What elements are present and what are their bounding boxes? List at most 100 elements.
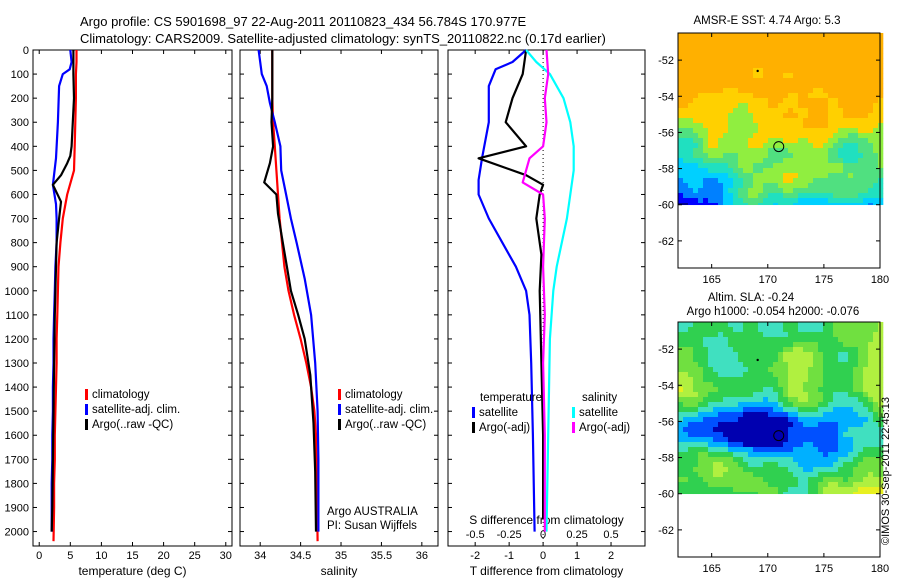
- heatmap-cell: [818, 83, 824, 89]
- heatmap-cell: [863, 337, 869, 343]
- heatmap-cell: [688, 53, 694, 59]
- heatmap-cell: [763, 417, 769, 423]
- heatmap-cell: [813, 427, 819, 433]
- heatmap-cell: [768, 342, 774, 348]
- heatmap-cell: [838, 342, 844, 348]
- heatmap-cell: [838, 38, 844, 44]
- heatmap-cell: [798, 447, 804, 453]
- heatmap-cell: [878, 322, 884, 328]
- heatmap-cell: [838, 103, 844, 109]
- heatmap-cell: [723, 327, 729, 333]
- heatmap-cell: [798, 193, 804, 199]
- heatmap-cell: [743, 452, 749, 458]
- heatmap-cell: [718, 143, 724, 149]
- heatmap-cell: [858, 412, 864, 418]
- heatmap-cell: [878, 397, 884, 403]
- heatmap-cell: [768, 38, 774, 44]
- heatmap-cell: [678, 442, 684, 448]
- heatmap-cell: [793, 487, 799, 493]
- heatmap-cell: [708, 103, 714, 109]
- heatmap-cell: [828, 103, 834, 109]
- heatmap-cell: [868, 427, 874, 433]
- heatmap-cell: [823, 103, 829, 109]
- heatmap-cell: [728, 148, 734, 154]
- heatmap-cell: [763, 442, 769, 448]
- heatmap-cell: [763, 362, 769, 368]
- heatmap-cell: [763, 43, 769, 49]
- heatmap-cell: [738, 487, 744, 493]
- heatmap-cell: [858, 148, 864, 154]
- heatmap-cell: [688, 437, 694, 443]
- heatmap-cell: [693, 188, 699, 194]
- heatmap-cell: [753, 387, 759, 393]
- heatmap-cell: [853, 327, 859, 333]
- heatmap-cell: [753, 347, 759, 353]
- heatmap-cell: [753, 337, 759, 343]
- heatmap-cell: [813, 148, 819, 154]
- heatmap-cell: [803, 492, 809, 495]
- heatmap-cell: [853, 457, 859, 463]
- heatmap-cell: [878, 203, 884, 206]
- heatmap-cell: [843, 198, 849, 204]
- heatmap-cell: [728, 153, 734, 159]
- heatmap-cell: [863, 322, 869, 328]
- heatmap-cell: [718, 53, 724, 59]
- heatmap-cell: [713, 188, 719, 194]
- heatmap-cell: [783, 178, 789, 184]
- heatmap-cell: [873, 337, 879, 343]
- heatmap-cell: [878, 377, 884, 383]
- heatmap-cell: [778, 432, 784, 438]
- heatmap-cell: [713, 377, 719, 383]
- heatmap-cell: [868, 153, 874, 159]
- heatmap-cell: [863, 452, 869, 458]
- heatmap-cell: [678, 327, 684, 333]
- heatmap-cell: [798, 163, 804, 169]
- heatmap-cell: [738, 198, 744, 204]
- heatmap-cell: [768, 113, 774, 119]
- heatmap-cell: [803, 437, 809, 443]
- heatmap-cell: [693, 123, 699, 129]
- heatmap-cell: [828, 168, 834, 174]
- top-x-tick-label: -0.5: [466, 529, 485, 541]
- heatmap-cell: [868, 88, 874, 94]
- heatmap-cell: [713, 53, 719, 59]
- heatmap-cell: [868, 83, 874, 89]
- heatmap-cell: [813, 467, 819, 473]
- heatmap-cell: [703, 33, 709, 39]
- heatmap-cell: [678, 437, 684, 443]
- heatmap-cell: [833, 118, 839, 124]
- heatmap-cell: [688, 487, 694, 493]
- depth-tick-label: 700: [11, 214, 29, 226]
- heatmap-cell: [743, 98, 749, 104]
- heatmap-cell: [843, 33, 849, 39]
- heatmap-cell: [773, 98, 779, 104]
- heatmap-cell: [698, 442, 704, 448]
- heatmap-cell: [873, 487, 879, 493]
- heatmap-cell: [818, 332, 824, 338]
- y-tick-label: -58: [658, 164, 674, 176]
- heatmap-cell: [708, 198, 714, 204]
- heatmap-cell: [858, 337, 864, 343]
- heatmap-cell: [823, 442, 829, 448]
- x-tick-label: 0: [540, 550, 546, 562]
- heatmap-cell: [683, 108, 689, 114]
- heatmap-cell: [803, 347, 809, 353]
- heatmap-cell: [793, 362, 799, 368]
- heatmap-cell: [823, 477, 829, 483]
- heatmap-cell: [713, 437, 719, 443]
- heatmap-cell: [868, 138, 874, 144]
- heatmap-cell: [768, 153, 774, 159]
- heatmap-cell: [823, 133, 829, 139]
- heatmap-cell: [723, 437, 729, 443]
- heatmap-cell: [728, 322, 734, 328]
- heatmap-cell: [738, 128, 744, 134]
- heatmap-cell: [718, 457, 724, 463]
- heatmap-cell: [698, 357, 704, 363]
- heatmap-cell: [878, 412, 884, 418]
- heatmap-cell: [743, 417, 749, 423]
- heatmap-cell: [823, 367, 829, 373]
- heatmap-cell: [828, 63, 834, 69]
- heatmap-cell: [833, 492, 839, 495]
- heatmap-cell: [828, 43, 834, 49]
